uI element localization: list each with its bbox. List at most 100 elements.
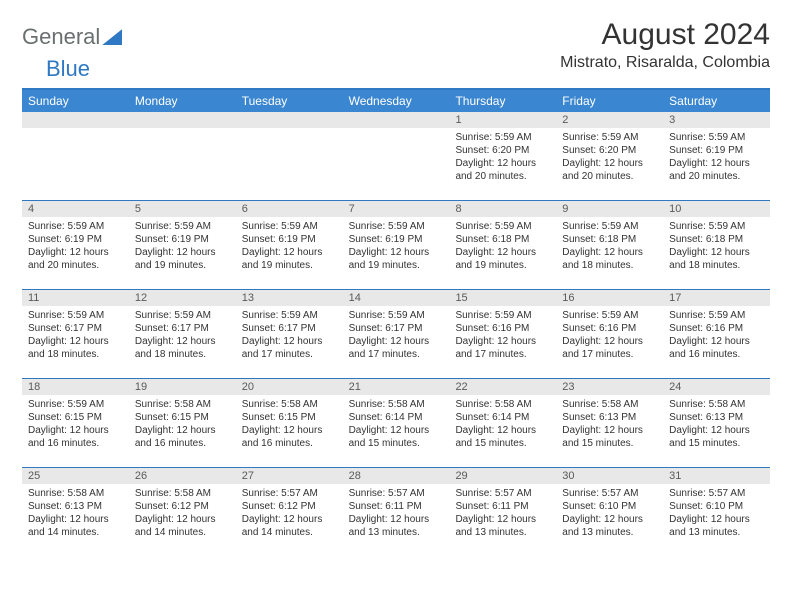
sunrise-text: Sunrise: 5:58 AM (135, 398, 230, 411)
daylight-text: Daylight: 12 hours and 17 minutes. (349, 335, 444, 361)
day-body: Sunrise: 5:59 AMSunset: 6:17 PMDaylight:… (236, 306, 343, 365)
day-body (343, 128, 450, 135)
date-number: 6 (236, 201, 343, 217)
weeks-container: 1Sunrise: 5:59 AMSunset: 6:20 PMDaylight… (22, 112, 770, 556)
day-cell: 8Sunrise: 5:59 AMSunset: 6:18 PMDaylight… (449, 201, 556, 289)
sunset-text: Sunset: 6:19 PM (28, 233, 123, 246)
date-number: 29 (449, 468, 556, 484)
day-body: Sunrise: 5:59 AMSunset: 6:17 PMDaylight:… (129, 306, 236, 365)
sunrise-text: Sunrise: 5:58 AM (455, 398, 550, 411)
sunset-text: Sunset: 6:20 PM (455, 144, 550, 157)
daylight-text: Daylight: 12 hours and 19 minutes. (349, 246, 444, 272)
day-cell: 2 Sunrise: 5:59 AMSunset: 6:20 PMDaylight… (556, 112, 663, 200)
sunset-text: Sunset: 6:13 PM (28, 500, 123, 513)
date-number: 20 (236, 379, 343, 395)
daylight-text: Daylight: 12 hours and 15 minutes. (455, 424, 550, 450)
day-body (22, 128, 129, 135)
sunrise-text: Sunrise: 5:59 AM (28, 220, 123, 233)
day-cell: 27Sunrise: 5:57 AMSunset: 6:12 PMDayligh… (236, 468, 343, 556)
day-cell: 22Sunrise: 5:58 AMSunset: 6:14 PMDayligh… (449, 379, 556, 467)
day-cell: 5Sunrise: 5:59 AMSunset: 6:19 PMDaylight… (129, 201, 236, 289)
date-number (236, 112, 343, 128)
sunrise-text: Sunrise: 5:59 AM (562, 131, 657, 144)
daylight-text: Daylight: 12 hours and 16 minutes. (28, 424, 123, 450)
daylight-text: Daylight: 12 hours and 15 minutes. (669, 424, 764, 450)
sunrise-text: Sunrise: 5:59 AM (28, 309, 123, 322)
day-body (236, 128, 343, 135)
daylight-text: Daylight: 12 hours and 14 minutes. (28, 513, 123, 539)
day-body: Sunrise: 5:59 AMSunset: 6:20 PMDaylight:… (449, 128, 556, 187)
date-number: 12 (129, 290, 236, 306)
date-number: 26 (129, 468, 236, 484)
day-body: Sunrise: 5:57 AMSunset: 6:10 PMDaylight:… (556, 484, 663, 543)
day-header-friday: Friday (556, 90, 663, 112)
day-body: Sunrise: 5:59 AMSunset: 6:18 PMDaylight:… (663, 217, 770, 276)
day-cell: 6Sunrise: 5:59 AMSunset: 6:19 PMDaylight… (236, 201, 343, 289)
day-cell: 20Sunrise: 5:58 AMSunset: 6:15 PMDayligh… (236, 379, 343, 467)
daylight-text: Daylight: 12 hours and 17 minutes. (562, 335, 657, 361)
sunrise-text: Sunrise: 5:59 AM (349, 220, 444, 233)
day-body: Sunrise: 5:59 AMSunset: 6:16 PMDaylight:… (449, 306, 556, 365)
day-cell: 3Sunrise: 5:59 AMSunset: 6:19 PMDaylight… (663, 112, 770, 200)
day-cell (22, 112, 129, 200)
daylight-text: Daylight: 12 hours and 14 minutes. (242, 513, 337, 539)
day-header-thursday: Thursday (449, 90, 556, 112)
sunset-text: Sunset: 6:20 PM (562, 144, 657, 157)
date-number: 21 (343, 379, 450, 395)
day-header-monday: Monday (129, 90, 236, 112)
date-number: 24 (663, 379, 770, 395)
date-number: 2 (556, 112, 663, 128)
daylight-text: Daylight: 12 hours and 17 minutes. (242, 335, 337, 361)
sunset-text: Sunset: 6:19 PM (242, 233, 337, 246)
date-number (22, 112, 129, 128)
day-body: Sunrise: 5:58 AMSunset: 6:14 PMDaylight:… (449, 395, 556, 454)
sunrise-text: Sunrise: 5:59 AM (135, 220, 230, 233)
sunrise-text: Sunrise: 5:59 AM (242, 220, 337, 233)
logo-icon (102, 29, 122, 45)
day-body: Sunrise: 5:58 AMSunset: 6:13 PMDaylight:… (22, 484, 129, 543)
sunset-text: Sunset: 6:18 PM (669, 233, 764, 246)
sunset-text: Sunset: 6:17 PM (349, 322, 444, 335)
day-cell: 25Sunrise: 5:58 AMSunset: 6:13 PMDayligh… (22, 468, 129, 556)
sunset-text: Sunset: 6:19 PM (669, 144, 764, 157)
sunrise-text: Sunrise: 5:59 AM (562, 309, 657, 322)
daylight-text: Daylight: 12 hours and 20 minutes. (28, 246, 123, 272)
sunset-text: Sunset: 6:14 PM (455, 411, 550, 424)
sunrise-text: Sunrise: 5:58 AM (562, 398, 657, 411)
day-cell: 18Sunrise: 5:59 AMSunset: 6:15 PMDayligh… (22, 379, 129, 467)
daylight-text: Daylight: 12 hours and 18 minutes. (135, 335, 230, 361)
daylight-text: Daylight: 12 hours and 16 minutes. (242, 424, 337, 450)
sunrise-text: Sunrise: 5:59 AM (349, 309, 444, 322)
sunset-text: Sunset: 6:14 PM (349, 411, 444, 424)
sunset-text: Sunset: 6:16 PM (455, 322, 550, 335)
day-body: Sunrise: 5:59 AMSunset: 6:15 PMDaylight:… (22, 395, 129, 454)
daylight-text: Daylight: 12 hours and 20 minutes. (562, 157, 657, 183)
day-body: Sunrise: 5:59 AMSunset: 6:18 PMDaylight:… (556, 217, 663, 276)
sunset-text: Sunset: 6:13 PM (562, 411, 657, 424)
date-number: 17 (663, 290, 770, 306)
day-cell: 16Sunrise: 5:59 AMSunset: 6:16 PMDayligh… (556, 290, 663, 378)
sunrise-text: Sunrise: 5:59 AM (562, 220, 657, 233)
sunrise-text: Sunrise: 5:59 AM (669, 309, 764, 322)
day-cell: 26Sunrise: 5:58 AMSunset: 6:12 PMDayligh… (129, 468, 236, 556)
day-cell: 17Sunrise: 5:59 AMSunset: 6:16 PMDayligh… (663, 290, 770, 378)
day-cell: 15Sunrise: 5:59 AMSunset: 6:16 PMDayligh… (449, 290, 556, 378)
day-cell: 10Sunrise: 5:59 AMSunset: 6:18 PMDayligh… (663, 201, 770, 289)
month-title: August 2024 (560, 18, 770, 52)
day-cell: 19Sunrise: 5:58 AMSunset: 6:15 PMDayligh… (129, 379, 236, 467)
day-cell: 12Sunrise: 5:59 AMSunset: 6:17 PMDayligh… (129, 290, 236, 378)
date-number: 27 (236, 468, 343, 484)
date-number: 1 (449, 112, 556, 128)
daylight-text: Daylight: 12 hours and 13 minutes. (669, 513, 764, 539)
day-header-sunday: Sunday (22, 90, 129, 112)
date-number: 8 (449, 201, 556, 217)
day-cell: 31Sunrise: 5:57 AMSunset: 6:10 PMDayligh… (663, 468, 770, 556)
sunset-text: Sunset: 6:18 PM (455, 233, 550, 246)
sunrise-text: Sunrise: 5:59 AM (455, 131, 550, 144)
sunset-text: Sunset: 6:12 PM (135, 500, 230, 513)
sunrise-text: Sunrise: 5:57 AM (349, 487, 444, 500)
day-body: Sunrise: 5:59 AMSunset: 6:17 PMDaylight:… (22, 306, 129, 365)
date-number: 4 (22, 201, 129, 217)
sunrise-text: Sunrise: 5:57 AM (669, 487, 764, 500)
daylight-text: Daylight: 12 hours and 20 minutes. (669, 157, 764, 183)
